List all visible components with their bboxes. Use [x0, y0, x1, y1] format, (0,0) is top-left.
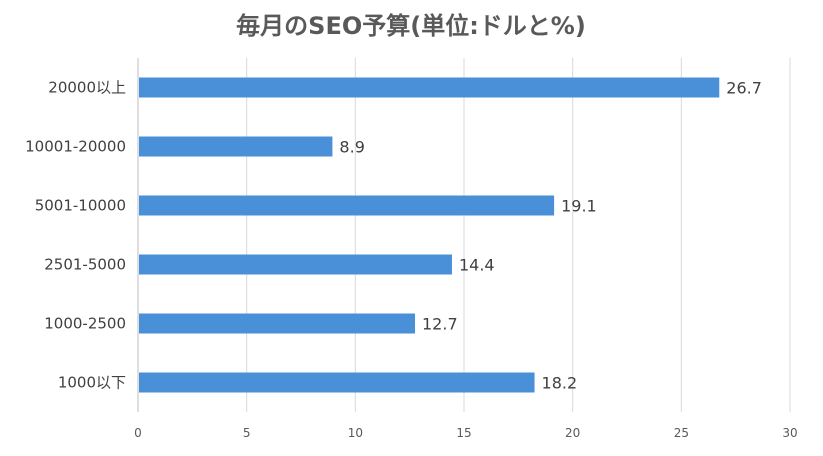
bar-6 [139, 372, 535, 393]
bars [139, 77, 720, 393]
data-label: 8.9 [339, 138, 364, 157]
bar-4 [139, 254, 452, 275]
category-label: 2501-5000 [44, 256, 126, 274]
category-label: 5001-10000 [35, 197, 126, 215]
data-label: 12.7 [422, 315, 458, 334]
bar-5 [139, 313, 416, 334]
data-label: 14.4 [459, 256, 495, 275]
x-tick-label: 0 [134, 426, 142, 440]
category-label: 1000-2500 [44, 315, 126, 333]
x-tick-label: 30 [782, 426, 797, 440]
chart-title: 毎月のSEO予算(単位:ドルと%) [236, 12, 586, 40]
x-tick-label: 10 [348, 426, 363, 440]
x-tick-label: 20 [565, 426, 580, 440]
labels: 0 5 10 15 20 25 30 20000以上 26.7 10001-20000 8.9 500… [25, 79, 798, 441]
bar-2 [139, 136, 333, 157]
category-label: 20000以上 [48, 79, 126, 97]
data-label: 18.2 [542, 374, 578, 393]
bar-3 [139, 195, 555, 216]
data-label: 26.7 [726, 79, 762, 98]
data-label: 19.1 [561, 197, 597, 216]
x-tick-label: 5 [243, 426, 251, 440]
bar-1 [139, 77, 720, 98]
gridlines [137, 58, 791, 412]
x-tick-label: 25 [674, 426, 689, 440]
category-label: 10001-20000 [25, 138, 126, 156]
x-tick-label: 15 [456, 426, 471, 440]
category-label: 1000以下 [58, 374, 126, 392]
